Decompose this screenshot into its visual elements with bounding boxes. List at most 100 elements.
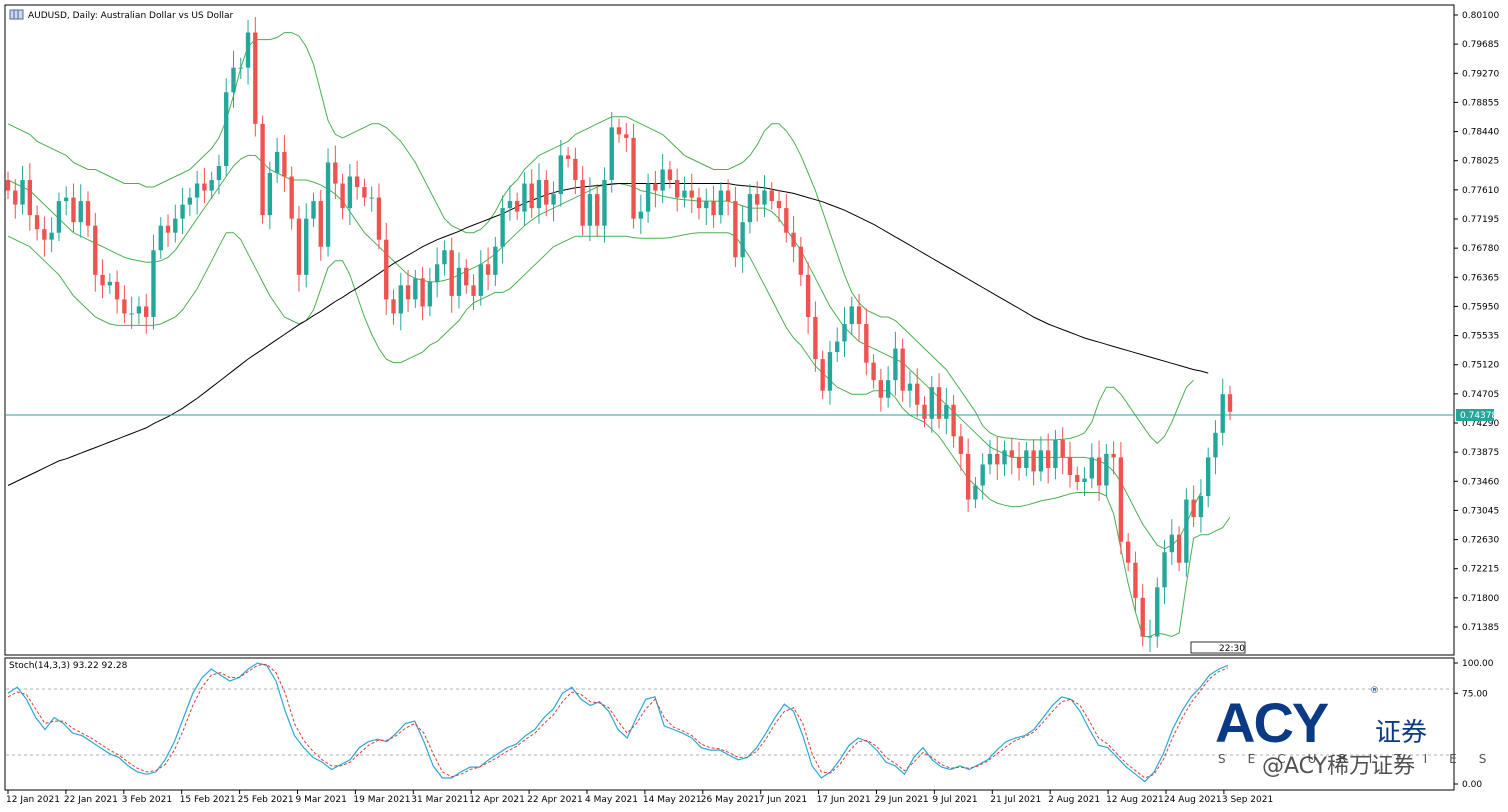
- price-tick-label: 0.71800: [1462, 594, 1499, 604]
- watermark-text: @ACY稀万证券: [1262, 754, 1416, 779]
- candle-body: [354, 176, 360, 188]
- candle-body: [238, 67, 243, 69]
- time-tick-label: 25 Feb 2021: [238, 795, 294, 805]
- time-marker-label: 22:30: [1219, 644, 1245, 654]
- candle-body: [885, 380, 891, 398]
- candle-body: [1118, 457, 1124, 542]
- time-tick-label: 17 Jun 2021: [817, 795, 871, 805]
- candle-body: [434, 264, 440, 282]
- candle-body: [384, 239, 389, 300]
- candle-body: [696, 197, 702, 209]
- time-tick-label: 21 Jul 2021: [990, 795, 1041, 805]
- candle-body: [1016, 457, 1022, 468]
- candle-body: [944, 404, 949, 419]
- candle-body: [376, 197, 382, 240]
- candle-body: [609, 127, 614, 181]
- candle-body: [667, 169, 673, 181]
- candle-body: [187, 197, 193, 205]
- candle-body: [136, 306, 142, 314]
- candle-body: [675, 180, 680, 198]
- stoch-panel-frame: [4, 657, 1455, 791]
- logo-wordmark: ACY: [1215, 691, 1329, 754]
- candle-body: [289, 176, 294, 219]
- candle-body: [987, 453, 993, 465]
- candle-body: [922, 404, 927, 419]
- candle-body: [827, 352, 833, 391]
- candle-body: [660, 169, 665, 191]
- candle-body: [1198, 496, 1204, 518]
- candle-body: [180, 204, 185, 219]
- price-tick-label: 0.77610: [1462, 186, 1499, 196]
- time-tick-label: 2 Aug 2021: [1048, 795, 1100, 805]
- candle-body: [64, 197, 69, 202]
- candle-body: [544, 180, 549, 205]
- candle-body: [573, 158, 578, 181]
- candle-body: [820, 359, 825, 391]
- candle-body: [1162, 552, 1167, 588]
- candle-body: [1220, 394, 1225, 433]
- candle-body: [362, 187, 367, 198]
- candle-body: [224, 92, 229, 166]
- candle-body: [202, 183, 207, 191]
- candle-body: [413, 278, 418, 300]
- price-axis: 0.80100 0.79685 0.79270 0.78855 0.78440 0.780…: [1454, 11, 1499, 633]
- candle-body: [369, 197, 374, 199]
- candle-body: [900, 348, 905, 391]
- candle-body: [158, 225, 163, 251]
- moving-average: [7, 183, 1209, 486]
- time-tick-label: 3 Feb 2021: [122, 795, 172, 805]
- price-tick-label: 0.79270: [1462, 69, 1499, 79]
- stoch-label: Stoch(14,3,3) 93.22 92.28: [9, 661, 128, 671]
- candle-body: [1169, 534, 1174, 553]
- candle-body: [260, 123, 265, 216]
- candle-body: [624, 134, 629, 138]
- candle-body: [464, 267, 469, 286]
- candle-body: [740, 222, 745, 258]
- candle-body: [587, 194, 593, 226]
- candle-body: [645, 183, 651, 212]
- candle-body: [1067, 457, 1073, 475]
- price-tick-label: 0.78440: [1462, 128, 1499, 138]
- time-tick-label: 12 Apr 2021: [469, 795, 525, 805]
- candle-body: [769, 190, 774, 202]
- candle-body: [500, 208, 505, 247]
- stoch-tick-label: 0.00: [1462, 780, 1482, 790]
- candle-body: [347, 176, 353, 209]
- candle-body: [1213, 432, 1218, 458]
- candle-body: [5, 180, 11, 191]
- candle-body: [194, 183, 200, 198]
- candle-body: [616, 127, 622, 135]
- price-tick-label: 0.72630: [1462, 536, 1499, 546]
- price-tick-label: 0.75535: [1462, 332, 1499, 342]
- candle-body: [864, 323, 869, 363]
- candle-body: [1096, 457, 1102, 486]
- candle-body: [1002, 450, 1007, 465]
- candle-body: [216, 165, 222, 181]
- candle-body: [325, 162, 331, 247]
- candle-body: [20, 180, 25, 205]
- candle-body: [173, 218, 178, 233]
- candle-body: [114, 281, 120, 300]
- price-tick-label: 0.73875: [1462, 448, 1499, 458]
- candle-body: [231, 67, 236, 93]
- candle-body: [725, 190, 731, 202]
- time-tick-label: 15 Feb 2021: [180, 795, 236, 805]
- time-tick-label: 4 May 2021: [585, 795, 638, 805]
- time-tick-label: 31 Mar 2021: [411, 795, 468, 805]
- chart-menu-icon[interactable]: [9, 9, 24, 20]
- candle-body: [78, 201, 83, 223]
- candle-body: [965, 453, 971, 500]
- price-tick-label: 0.73460: [1462, 477, 1499, 487]
- candle-body: [776, 201, 782, 209]
- time-tick-label: 14 May 2021: [643, 795, 702, 805]
- candle-body: [1140, 597, 1145, 637]
- candle-body: [631, 137, 636, 219]
- price-tick-label: 0.78025: [1462, 157, 1499, 167]
- candle-body: [1075, 474, 1080, 482]
- price-tick-label: 0.77195: [1462, 215, 1499, 225]
- price-tick-label: 0.74705: [1462, 390, 1499, 400]
- candle-body: [682, 190, 687, 198]
- candle-body: [980, 464, 985, 486]
- candle-body: [398, 285, 403, 314]
